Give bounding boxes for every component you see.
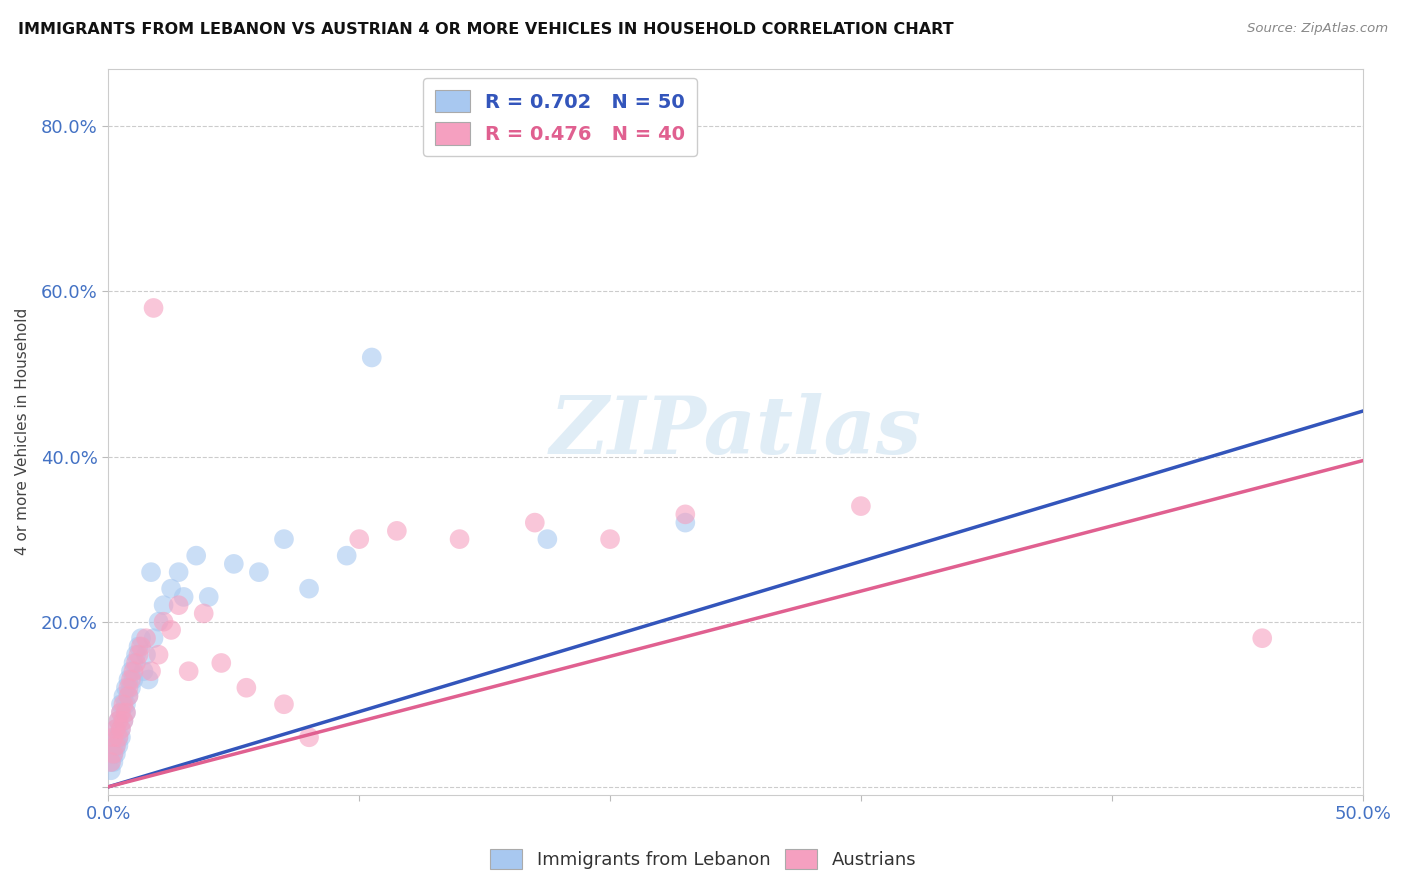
Point: [298, 731, 321, 745]
Point: [117, 689, 139, 703]
Point: [112, 714, 135, 728]
Point: [120, 673, 142, 687]
Point: [222, 557, 245, 571]
Point: [129, 631, 152, 645]
Point: [110, 706, 132, 720]
Point: [110, 706, 132, 720]
Point: [117, 681, 139, 695]
Point: [449, 532, 471, 546]
Point: [148, 615, 170, 629]
Point: [132, 664, 155, 678]
Point: [112, 689, 135, 703]
Point: [135, 631, 157, 645]
Point: [197, 590, 219, 604]
Point: [673, 516, 696, 530]
Point: [104, 739, 127, 753]
Point: [385, 524, 408, 538]
Point: [148, 648, 170, 662]
Point: [103, 739, 125, 753]
Point: [128, 640, 150, 654]
Point: [273, 698, 295, 712]
Point: [139, 565, 162, 579]
Point: [107, 714, 129, 728]
Point: [336, 549, 359, 563]
Y-axis label: 4 or more Vehicles in Household: 4 or more Vehicles in Household: [15, 308, 30, 556]
Point: [115, 706, 138, 720]
Point: [849, 499, 872, 513]
Text: ZIPatlas: ZIPatlas: [550, 393, 921, 471]
Point: [104, 722, 127, 736]
Text: Source: ZipAtlas.com: Source: ZipAtlas.com: [1247, 22, 1388, 36]
Point: [139, 664, 162, 678]
Point: [103, 731, 125, 745]
Point: [167, 565, 190, 579]
Point: [107, 739, 129, 753]
Point: [107, 731, 129, 745]
Point: [142, 631, 165, 645]
Point: [107, 731, 129, 745]
Point: [100, 755, 122, 769]
Point: [104, 722, 127, 736]
Point: [110, 698, 132, 712]
Point: [152, 598, 174, 612]
Point: [100, 755, 122, 769]
Point: [360, 351, 382, 365]
Point: [117, 673, 139, 687]
Point: [122, 656, 145, 670]
Point: [112, 714, 135, 728]
Point: [117, 689, 139, 703]
Point: [122, 664, 145, 678]
Point: [104, 747, 127, 761]
Point: [142, 301, 165, 315]
Point: [135, 648, 157, 662]
Point: [167, 598, 190, 612]
Point: [112, 698, 135, 712]
Point: [177, 664, 200, 678]
Point: [125, 648, 148, 662]
Point: [523, 516, 546, 530]
Text: IMMIGRANTS FROM LEBANON VS AUSTRIAN 4 OR MORE VEHICLES IN HOUSEHOLD CORRELATION : IMMIGRANTS FROM LEBANON VS AUSTRIAN 4 OR…: [18, 22, 953, 37]
Point: [349, 532, 371, 546]
Point: [209, 656, 232, 670]
Point: [298, 582, 321, 596]
Point: [120, 681, 142, 695]
Point: [1251, 631, 1274, 645]
Point: [273, 532, 295, 546]
Point: [673, 508, 696, 522]
Point: [110, 731, 132, 745]
Point: [160, 623, 183, 637]
Point: [536, 532, 558, 546]
Point: [129, 640, 152, 654]
Point: [107, 714, 129, 728]
Point: [128, 648, 150, 662]
Point: [173, 590, 195, 604]
Point: [186, 549, 208, 563]
Point: [193, 607, 215, 621]
Point: [125, 656, 148, 670]
Point: [122, 673, 145, 687]
Point: [115, 706, 138, 720]
Point: [120, 664, 142, 678]
Point: [152, 615, 174, 629]
Point: [103, 747, 125, 761]
Legend: R = 0.702   N = 50, R = 0.476   N = 40: R = 0.702 N = 50, R = 0.476 N = 40: [423, 78, 697, 156]
Point: [103, 755, 125, 769]
Point: [104, 739, 127, 753]
Point: [138, 673, 160, 687]
Point: [104, 731, 127, 745]
Point: [115, 698, 138, 712]
Point: [110, 722, 132, 736]
Point: [247, 565, 270, 579]
Point: [100, 764, 122, 778]
Point: [110, 722, 132, 736]
Point: [599, 532, 621, 546]
Legend: Immigrants from Lebanon, Austrians: Immigrants from Lebanon, Austrians: [481, 839, 925, 879]
Point: [235, 681, 257, 695]
Point: [103, 747, 125, 761]
Point: [115, 681, 138, 695]
Point: [160, 582, 183, 596]
